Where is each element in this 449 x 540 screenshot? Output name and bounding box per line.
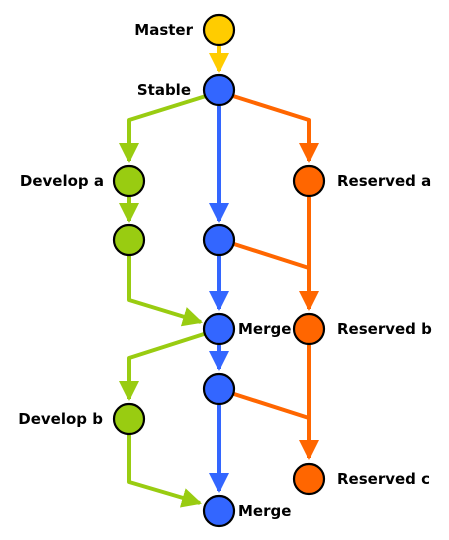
label-stable: Stable xyxy=(137,81,191,99)
edge-stable-3-reserved-c xyxy=(233,392,310,420)
node-reserved-b xyxy=(292,312,326,346)
label-master: Master xyxy=(134,21,193,39)
node-reserved-c xyxy=(292,462,326,496)
node-merge-1 xyxy=(202,312,236,346)
label-reserved-b: Reserved b xyxy=(337,320,432,338)
node-develop-b xyxy=(112,402,146,436)
edges xyxy=(119,46,319,508)
node-reserved-a xyxy=(292,164,326,198)
label-reserved-c: Reserved c xyxy=(337,470,430,488)
label-merge-2: Merge xyxy=(238,502,291,520)
edge-develop-b-merge-2 xyxy=(127,435,202,508)
node-stable-2 xyxy=(202,223,236,257)
node-stable xyxy=(202,73,236,107)
node-develop-a xyxy=(112,164,146,198)
node-master xyxy=(202,13,236,47)
node-develop-a-2 xyxy=(112,223,146,257)
node-stable-3 xyxy=(202,372,236,406)
edge-merge-1-develop-b xyxy=(119,332,205,401)
node-merge-2 xyxy=(202,494,236,528)
edge-stable-2-reserved-b xyxy=(233,242,310,270)
label-reserved-a: Reserved a xyxy=(337,172,431,190)
label-develop-a: Develop a xyxy=(20,172,104,190)
labels: Master Stable Develop a Develop b Merge … xyxy=(18,21,432,520)
edge-stable-reserved-a xyxy=(232,94,319,163)
edge-stable-develop-a xyxy=(119,94,207,163)
label-develop-b: Develop b xyxy=(18,410,103,428)
edge-develop-a-2-merge-1 xyxy=(127,256,203,327)
label-merge-1: Merge xyxy=(238,320,291,338)
nodes xyxy=(112,13,326,528)
